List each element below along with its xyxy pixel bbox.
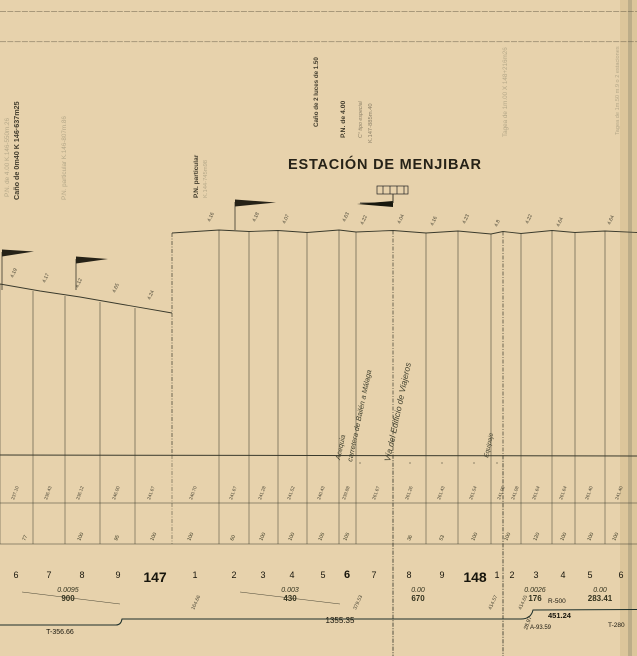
svg-text:147: 147 bbox=[143, 569, 167, 585]
svg-text:7: 7 bbox=[46, 570, 51, 580]
svg-text:283.41: 283.41 bbox=[588, 594, 613, 603]
svg-text:R-500: R-500 bbox=[548, 598, 566, 605]
svg-text:0.0095: 0.0095 bbox=[57, 587, 79, 594]
svg-text:Caño de 0m40 K 146·637m25: Caño de 0m40 K 146·637m25 bbox=[12, 101, 21, 200]
svg-text:3: 3 bbox=[260, 570, 265, 580]
svg-text:9: 9 bbox=[439, 570, 444, 580]
svg-text:Tagea de 1m.50 m.9 o 2 estacio: Tagea de 1m.50 m.9 o 2 estaciones bbox=[615, 46, 621, 135]
svg-text:8: 8 bbox=[79, 570, 84, 580]
svg-text:176: 176 bbox=[528, 594, 542, 603]
svg-text:P.N. particular: P.N. particular bbox=[193, 154, 200, 198]
svg-text:5: 5 bbox=[320, 570, 325, 580]
svg-text:K.144-745m98: K.144-745m98 bbox=[203, 160, 209, 198]
svg-text:T-356.66: T-356.66 bbox=[46, 629, 74, 636]
svg-text:2: 2 bbox=[509, 570, 514, 580]
svg-text:900: 900 bbox=[61, 594, 75, 603]
svg-text:6: 6 bbox=[618, 570, 623, 580]
svg-text:5: 5 bbox=[587, 570, 592, 580]
svg-text:0.003: 0.003 bbox=[281, 587, 299, 594]
svg-text:451.24: 451.24 bbox=[548, 611, 572, 620]
svg-text:T-280: T-280 bbox=[608, 622, 625, 629]
svg-text:6: 6 bbox=[344, 569, 350, 581]
svg-text:6: 6 bbox=[13, 570, 18, 580]
svg-text:0.00: 0.00 bbox=[411, 587, 425, 594]
svg-text:Caño de 2 luces de 1.50: Caño de 2 luces de 1.50 bbox=[313, 57, 320, 127]
svg-text:P.N. de 4.00: P.N. de 4.00 bbox=[340, 101, 347, 138]
svg-text:C° tipo especial: C° tipo especial bbox=[358, 100, 364, 138]
svg-text:1: 1 bbox=[192, 570, 197, 580]
svg-text:Tagea de 1m.00 X 148+216m26: Tagea de 1m.00 X 148+216m26 bbox=[502, 47, 509, 137]
svg-text:P.N. particular K.146-807m.86: P.N. particular K.146-807m.86 bbox=[61, 116, 68, 200]
svg-text:4: 4 bbox=[289, 570, 294, 580]
svg-text:0.00: 0.00 bbox=[593, 587, 607, 594]
svg-text:430: 430 bbox=[283, 594, 297, 603]
svg-text:2: 2 bbox=[231, 570, 236, 580]
svg-text:1355.35: 1355.35 bbox=[326, 616, 355, 625]
svg-text:ESTACIÓN DE MENJIBAR: ESTACIÓN DE MENJIBAR bbox=[288, 155, 482, 173]
svg-text:1: 1 bbox=[494, 570, 499, 580]
svg-text:0.0026: 0.0026 bbox=[524, 587, 546, 594]
svg-text:P.N. de 4.00 K.146-550m.26: P.N. de 4.00 K.146-550m.26 bbox=[4, 118, 11, 197]
svg-text:8: 8 bbox=[406, 570, 411, 580]
svg-text:7: 7 bbox=[371, 570, 376, 580]
svg-text:670: 670 bbox=[411, 594, 425, 603]
svg-text:A-93.59: A-93.59 bbox=[530, 625, 552, 631]
svg-text:148: 148 bbox=[463, 569, 487, 585]
svg-text:3: 3 bbox=[533, 570, 538, 580]
svg-text:9: 9 bbox=[115, 570, 120, 580]
svg-text:K.147-885m.40: K.147-885m.40 bbox=[368, 103, 374, 143]
svg-text:4: 4 bbox=[560, 570, 565, 580]
